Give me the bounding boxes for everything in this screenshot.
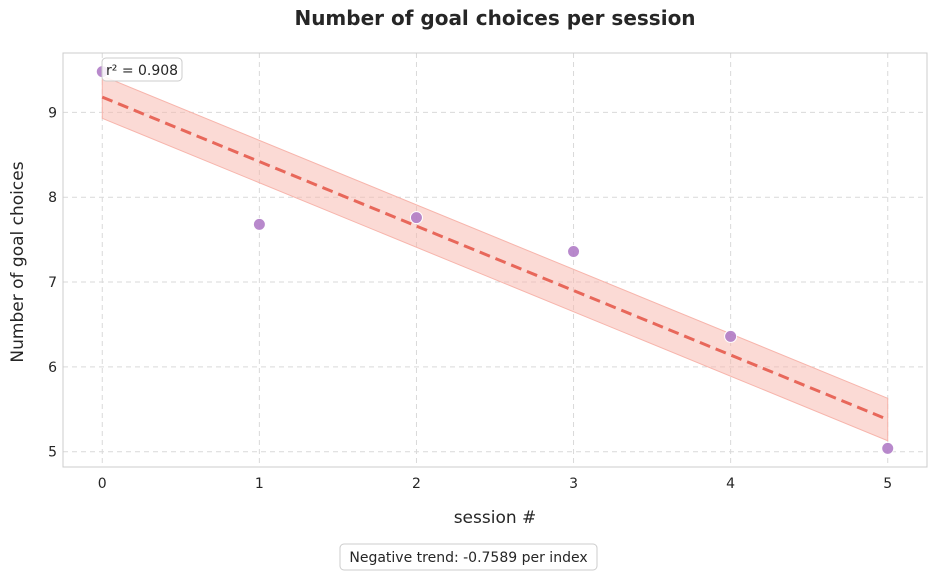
r-squared-annotation: r² = 0.908	[101, 57, 183, 82]
y-tick-label: 9	[48, 105, 57, 121]
x-tick-label: 5	[883, 476, 892, 492]
y-tick-label: 8	[48, 190, 57, 206]
x-tick-label: 4	[726, 476, 735, 492]
data-point	[881, 441, 895, 455]
trend-note: Negative trend: -0.7589 per index	[339, 543, 598, 571]
x-tick-label: 3	[569, 476, 578, 492]
chart-title: Number of goal choices per session	[294, 6, 695, 30]
grid	[63, 53, 927, 467]
data-point	[409, 211, 423, 225]
data-point	[252, 217, 266, 231]
x-tick-labels: 0 1 2 3 4 5	[98, 476, 892, 492]
plot-frame	[62, 52, 928, 468]
y-tick-label: 5	[48, 445, 57, 461]
y-axis-label: Number of goal choices	[8, 161, 28, 362]
data-point	[724, 329, 738, 343]
x-tick-label: 0	[98, 476, 107, 492]
confidence-band	[101, 75, 889, 442]
trend-line	[101, 95, 889, 421]
data-point	[567, 245, 581, 259]
trend-note-text: Negative trend: -0.7589 per index	[349, 550, 587, 566]
x-tick-label: 1	[255, 476, 264, 492]
r-squared-text: r² = 0.908	[106, 63, 178, 79]
y-tick-labels: 5 6 7 8 9	[48, 105, 57, 460]
y-tick-label: 6	[48, 360, 57, 376]
y-tick-label: 7	[48, 275, 57, 291]
x-tick-label: 2	[412, 476, 421, 492]
x-axis-label: session #	[454, 508, 537, 528]
